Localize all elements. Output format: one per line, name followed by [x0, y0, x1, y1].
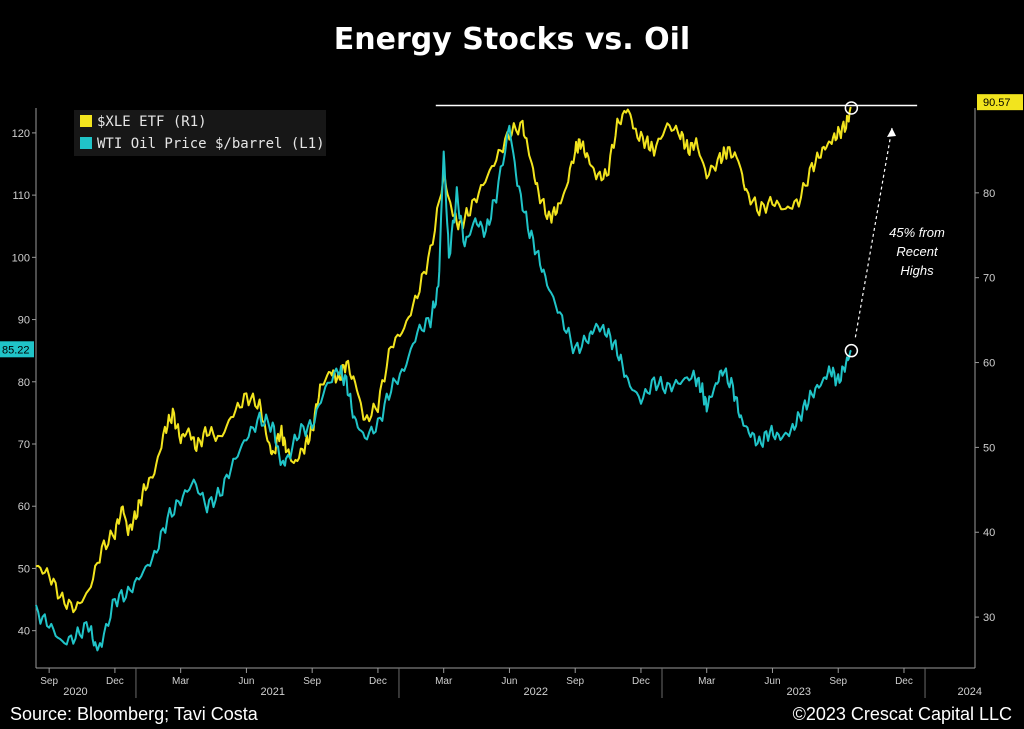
left-tick-label: 110 [12, 190, 30, 202]
right-axis-group: 30 40 50 60 70 80 90.57 [974, 94, 1023, 668]
annotation-text-line: 45% from [889, 225, 945, 240]
left-tick-label: 60 [18, 501, 30, 513]
annotation-text-line: Highs [900, 263, 934, 278]
right-tick-label: 50 [983, 442, 995, 454]
x-tick-label: Jun [501, 676, 517, 687]
x-tick-label: Mar [435, 676, 453, 687]
legend-box [74, 110, 326, 156]
left-tick-label: 80 [18, 377, 30, 389]
x-tick-label: Sep [566, 676, 584, 687]
left-tick-label: 70 [18, 439, 30, 451]
x-year-label: 2021 [260, 686, 284, 698]
xle-end-marker [844, 101, 859, 115]
left-tick-label: 40 [18, 626, 30, 638]
legend: $XLE ETF (R1) WTI Oil Price $/barrel (L1) [74, 110, 326, 156]
legend-label-wti: WTI Oil Price $/barrel (L1) [97, 136, 325, 152]
left-tick-label: 120 [12, 128, 30, 140]
right-last-value-badge [977, 94, 1023, 111]
x-tick-label: Sep [303, 676, 321, 687]
right-tick-label: 30 [983, 612, 995, 624]
annotation-text-line: Recent [896, 244, 939, 259]
xle-series-line [35, 106, 852, 614]
x-axis-group: Sep Dec Mar Jun Sep Dec Mar Jun Sep Dec Mar Jun Sep D… [36, 667, 982, 698]
x-year-label: 2024 [957, 686, 981, 698]
source-note: Source: Bloomberg; Tavi Costa [10, 704, 258, 724]
plot-group [35, 101, 918, 652]
x-tick-label: Sep [40, 676, 58, 687]
left-last-value-label: 85.22 [2, 344, 30, 356]
x-tick-label: Mar [698, 676, 716, 687]
annotation-arrow-head [887, 128, 896, 137]
x-year-label: 2022 [524, 686, 548, 698]
wti-series-line [35, 124, 852, 652]
x-year-label: 2023 [787, 686, 811, 698]
chart-svg: 40 50 60 70 80 90 100 110 120 85.22 30 40 50 60 70 80 9… [0, 94, 1023, 698]
right-last-value-label: 90.57 [983, 97, 1011, 109]
x-year-label: 2020 [63, 686, 87, 698]
left-axis-group: 40 50 60 70 80 90 100 110 120 85.22 [0, 108, 37, 668]
annotation-group: 45% from Recent Highs [854, 127, 945, 338]
x-tick-label: Dec [895, 676, 913, 687]
left-tick-label: 90 [18, 315, 30, 327]
right-tick-label: 60 [983, 358, 995, 370]
x-tick-label: Dec [106, 676, 124, 687]
legend-label-xle: $XLE ETF (R1) [97, 114, 207, 130]
x-tick-label: Dec [369, 676, 387, 687]
wti-end-marker [844, 343, 859, 358]
x-tick-label: Jun [764, 676, 780, 687]
left-tick-label: 50 [18, 563, 30, 575]
right-tick-label: 80 [983, 188, 995, 200]
legend-swatch-wti [80, 137, 92, 149]
right-tick-label: 40 [983, 527, 995, 539]
left-tick-label: 100 [12, 252, 30, 264]
legend-swatch-xle [80, 115, 92, 127]
x-tick-label: Jun [238, 676, 254, 687]
annotation-arrow-line [854, 127, 893, 338]
chart-title: Energy Stocks vs. Oil [333, 22, 691, 57]
x-tick-label: Mar [172, 676, 190, 687]
x-tick-label: Dec [632, 676, 650, 687]
right-tick-label: 70 [983, 273, 995, 285]
copyright-note: ©2023 Crescat Capital LLC [792, 704, 1012, 724]
left-last-value-badge [0, 341, 34, 358]
x-tick-label: Sep [829, 676, 847, 687]
